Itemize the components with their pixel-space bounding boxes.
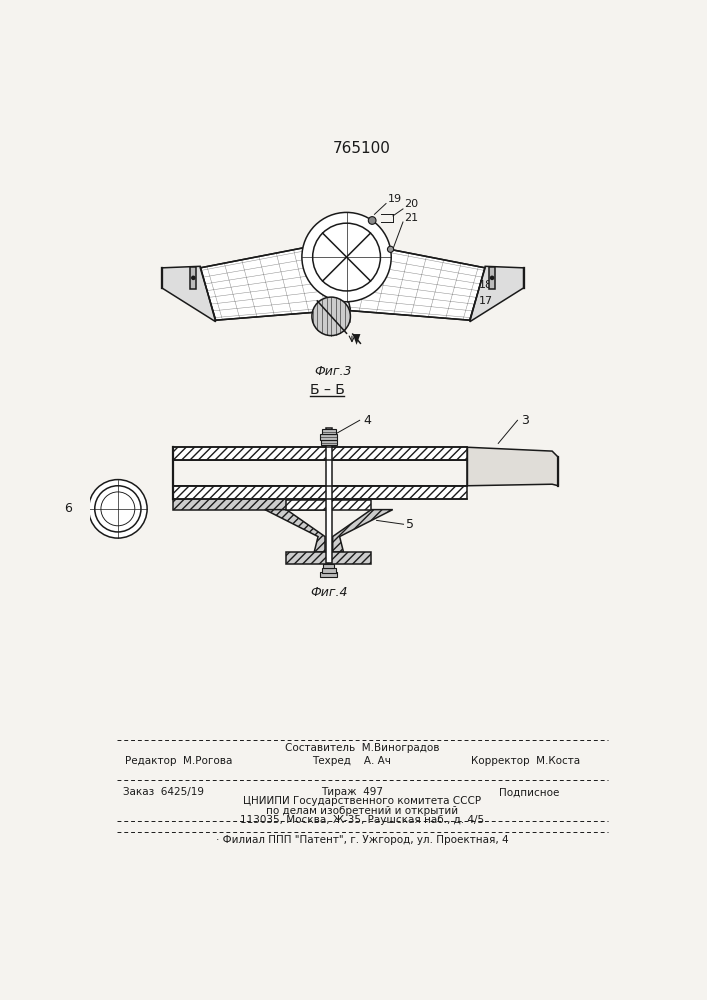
Text: 3: 3 xyxy=(521,414,530,427)
Bar xyxy=(321,440,337,445)
Text: Фиг.3: Фиг.3 xyxy=(315,365,352,378)
Text: ЦНИИПИ Государственного комитета СССР: ЦНИИПИ Государственного комитета СССР xyxy=(243,796,481,806)
Text: 20: 20 xyxy=(404,199,419,209)
Polygon shape xyxy=(467,447,559,486)
Bar xyxy=(326,428,332,563)
Text: 18: 18 xyxy=(479,280,493,290)
Polygon shape xyxy=(162,266,216,322)
Polygon shape xyxy=(173,460,467,486)
Polygon shape xyxy=(353,334,361,345)
Polygon shape xyxy=(335,242,485,320)
Text: 5: 5 xyxy=(406,518,414,531)
Polygon shape xyxy=(200,242,351,320)
Polygon shape xyxy=(173,486,325,510)
Text: 17: 17 xyxy=(479,296,493,306)
Polygon shape xyxy=(173,447,467,460)
Text: Корректор  М.Коста: Корректор М.Коста xyxy=(471,756,580,766)
Polygon shape xyxy=(286,552,371,564)
Text: Подписное: Подписное xyxy=(499,787,559,797)
Circle shape xyxy=(191,276,196,280)
Text: Фиг.4: Фиг.4 xyxy=(310,586,348,599)
Text: 765100: 765100 xyxy=(333,141,391,156)
Polygon shape xyxy=(489,267,495,289)
Text: Редактор  М.Рогова: Редактор М.Рогова xyxy=(125,756,233,766)
Circle shape xyxy=(368,217,376,224)
Bar xyxy=(322,429,336,434)
Bar xyxy=(324,564,334,568)
Circle shape xyxy=(88,480,147,538)
Circle shape xyxy=(387,246,394,252)
Text: · Филиал ППП "Патент", г. Ужгород, ул. Проектная, 4: · Филиал ППП "Патент", г. Ужгород, ул. П… xyxy=(216,835,508,845)
Polygon shape xyxy=(286,500,371,510)
Polygon shape xyxy=(333,510,393,552)
Text: Тираж  497: Тираж 497 xyxy=(321,787,383,797)
Text: Техред    А. Ач: Техред А. Ач xyxy=(312,756,392,766)
Bar xyxy=(320,434,337,440)
Text: Б – Б: Б – Б xyxy=(310,382,345,396)
Text: 21: 21 xyxy=(404,213,419,223)
Text: Составитель  М.Виноградов: Составитель М.Виноградов xyxy=(285,743,439,753)
Polygon shape xyxy=(265,510,325,552)
Text: 19: 19 xyxy=(387,194,402,204)
Text: 113035, Москва, Ж-35, Раушская наб., д. 4/5: 113035, Москва, Ж-35, Раушская наб., д. … xyxy=(240,815,484,825)
Circle shape xyxy=(302,212,391,302)
Text: 4: 4 xyxy=(363,414,371,427)
Text: 6: 6 xyxy=(64,502,71,515)
Bar xyxy=(322,568,336,573)
Bar xyxy=(320,572,337,577)
Text: Заказ  6425/19: Заказ 6425/19 xyxy=(123,787,204,797)
Polygon shape xyxy=(190,267,197,289)
Circle shape xyxy=(490,276,494,280)
Polygon shape xyxy=(469,266,524,322)
Text: по делам изобретений и открытий: по делам изобретений и открытий xyxy=(266,806,458,816)
Circle shape xyxy=(312,297,351,336)
Polygon shape xyxy=(173,486,467,499)
